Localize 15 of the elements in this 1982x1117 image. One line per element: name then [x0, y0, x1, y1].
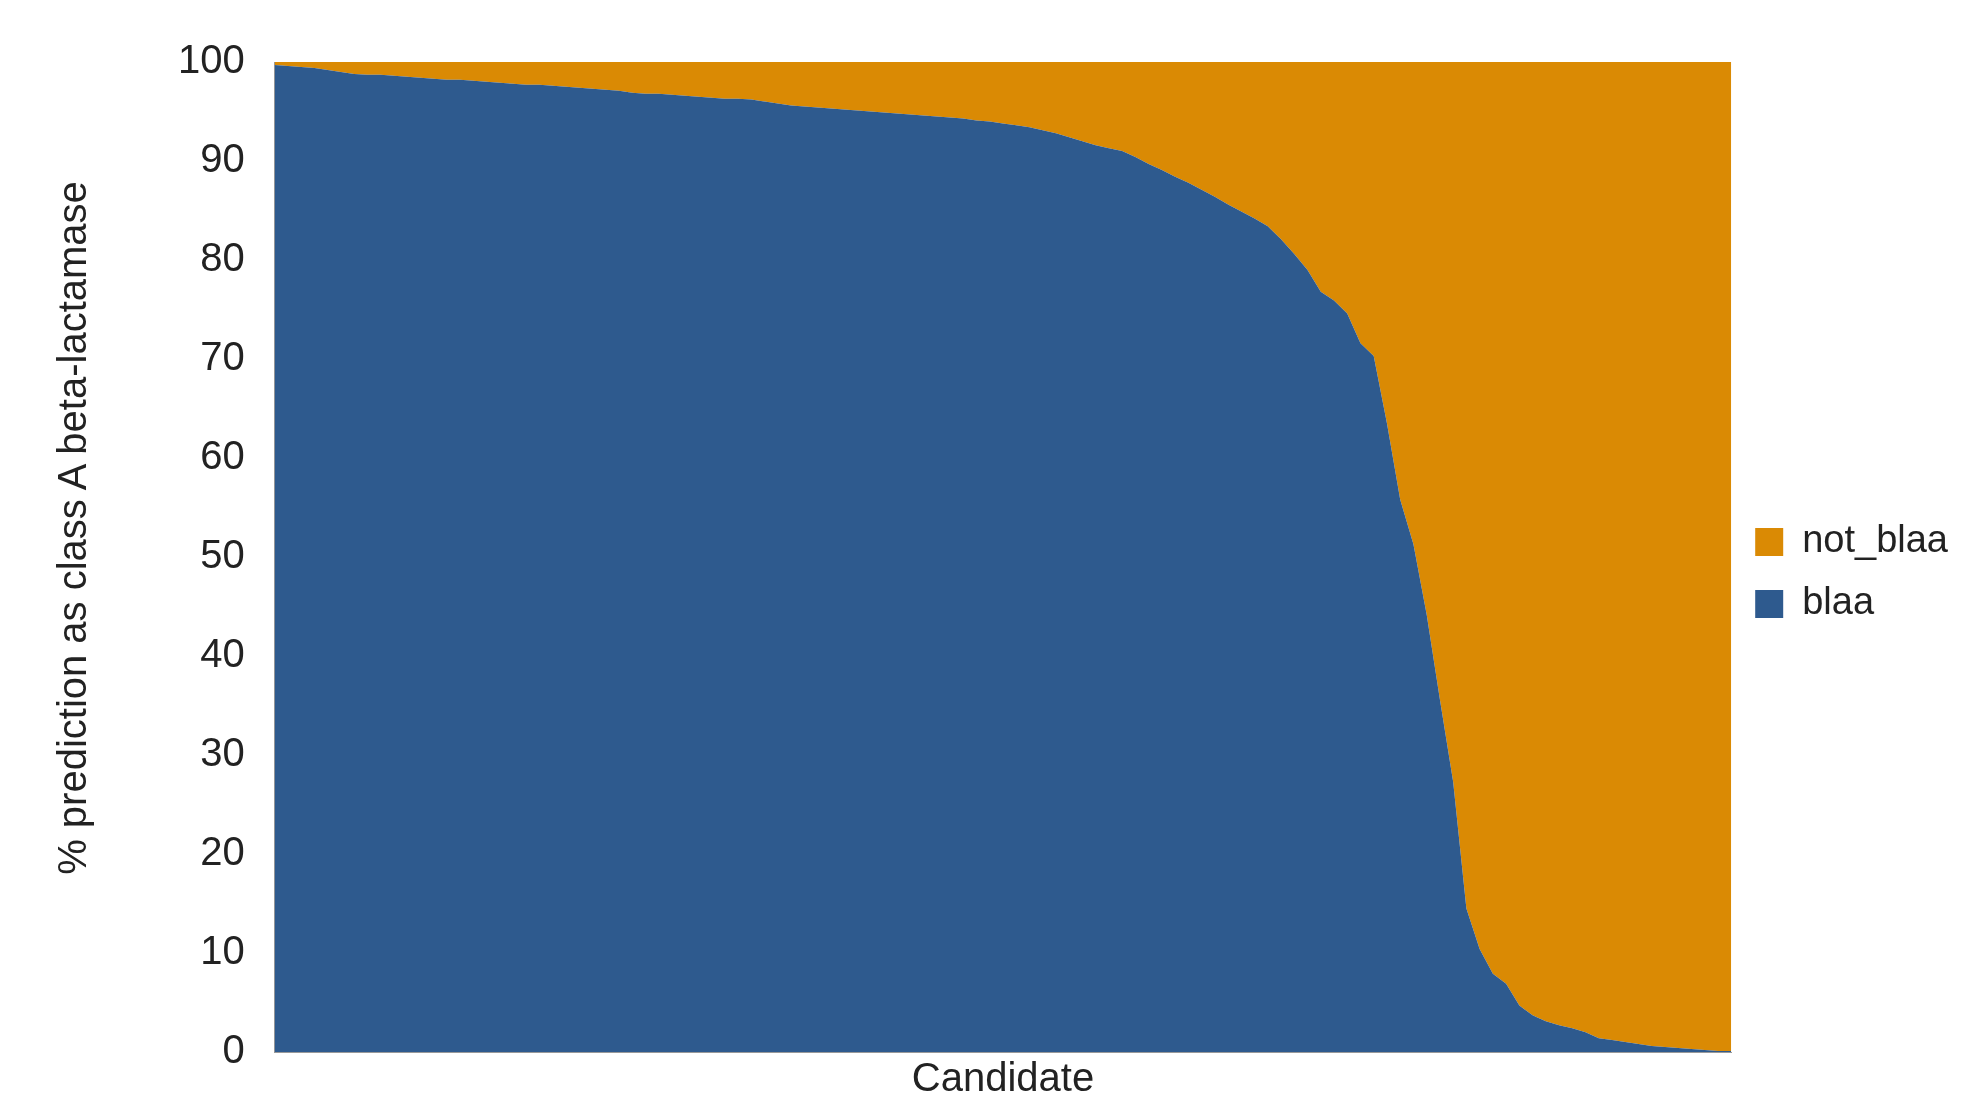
y-tick-label: 100 — [177, 37, 245, 82]
y-tick-label: 60 — [200, 433, 245, 478]
legend-label: blaa — [1802, 580, 1875, 623]
legend-label: not_blaa — [1802, 518, 1949, 561]
y-tick-label: 50 — [200, 532, 245, 577]
y-tick-label: 20 — [200, 829, 245, 874]
y-tick-label: 40 — [200, 631, 245, 676]
y-tick-label: 0 — [222, 1027, 245, 1072]
y-tick-label: 90 — [200, 136, 245, 181]
y-axis-title: % prediction as class A beta-lactamase — [49, 180, 95, 877]
x-axis-title: Candidate — [911, 1055, 1095, 1100]
y-tick-label: 30 — [200, 730, 245, 775]
y-tick-label: 80 — [200, 235, 245, 280]
y-tick-label: 70 — [200, 334, 245, 379]
y-tick-label: 10 — [200, 928, 245, 973]
